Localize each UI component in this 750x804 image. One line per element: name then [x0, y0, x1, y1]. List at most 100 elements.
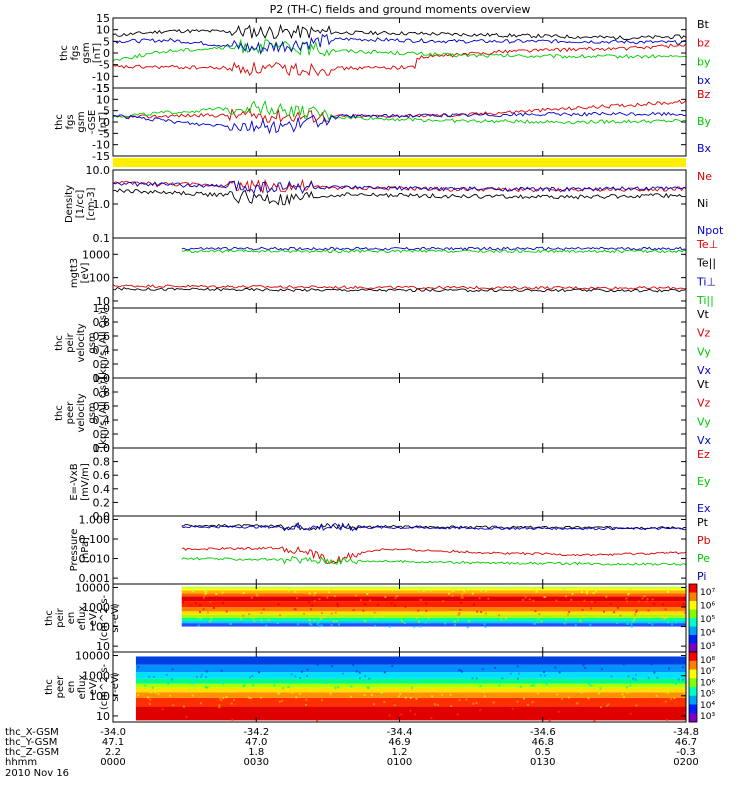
spectrogram-speckle [279, 614, 282, 617]
spectrogram-speckle [162, 658, 165, 661]
spectrogram-speckle [626, 622, 629, 625]
spectrogram-speckle [182, 705, 185, 708]
colorbar-segment [689, 626, 697, 636]
spectrogram-speckle [219, 697, 222, 700]
spectrogram-speckle [193, 680, 196, 683]
spectrogram-speckle [480, 610, 483, 613]
spectrogram-speckle [681, 678, 684, 681]
legend-label-te: Te|| [696, 257, 716, 270]
spectrogram-speckle [677, 678, 680, 681]
spectrogram-speckle [430, 717, 433, 720]
spectrogram-speckle [150, 691, 153, 694]
spectrogram-speckle [537, 618, 540, 621]
series-line-ti [181, 246, 687, 251]
spectrogram-speckle [557, 710, 560, 713]
panel-3: 10.0 1.0 0.1 Density [1/cc] [cm-3] Ne Ni Npot [64, 164, 724, 245]
spectrogram-speckle [149, 698, 152, 701]
spectrogram-speckle [305, 698, 308, 701]
spectrogram-speckle [344, 689, 347, 692]
colorbar-segment [689, 601, 697, 610]
spectrogram-speckle [386, 657, 389, 660]
y-axis-label: velocity [76, 323, 87, 362]
spectrogram-speckle [635, 610, 638, 613]
y-tick-label: 0.100 [79, 533, 111, 546]
spectrogram-speckle [316, 623, 319, 626]
spectrogram-speckle [242, 592, 245, 595]
spectrogram-speckle [648, 616, 651, 619]
legend-label-ex: Ex [697, 502, 711, 515]
spectrogram-speckle [419, 625, 422, 628]
spectrogram-speckle [294, 590, 297, 593]
spectrogram-speckle [413, 625, 416, 628]
colorbar-segment [689, 635, 697, 644]
spectrogram-speckle [627, 593, 630, 596]
spectrogram-speckle [310, 608, 313, 611]
spectrogram-speckle [420, 588, 423, 591]
y-tick-label: -10 [92, 70, 110, 83]
spectrogram-speckle [673, 696, 676, 699]
spectrogram-speckle [366, 686, 369, 689]
spectrogram-speckle [479, 709, 482, 712]
spectrogram-speckle [346, 657, 349, 660]
spectrogram-speckle [561, 697, 564, 700]
spectrogram-speckle [195, 675, 198, 678]
spectrogram-speckle [461, 596, 464, 599]
legend-label-bz: Bz [697, 88, 711, 101]
spectrogram-speckle [554, 666, 557, 669]
spectrogram-band [181, 620, 686, 624]
spectrogram-speckle [597, 615, 600, 618]
spectrogram-speckle [419, 599, 422, 602]
spectrogram-speckle [577, 680, 580, 683]
spectrogram-speckle [362, 609, 365, 612]
spectrogram-speckle [538, 613, 541, 616]
spectrogram-band [181, 611, 686, 615]
spectrogram-speckle [475, 677, 478, 680]
spectrogram-speckle [311, 604, 314, 607]
legend-label-ti: Ti⊥ [696, 275, 716, 288]
spectrogram-speckle [548, 719, 551, 722]
series-line-by [112, 38, 687, 62]
y-axis-label: thc [54, 114, 65, 130]
spectrogram-speckle [425, 609, 428, 612]
series-line-pe [181, 555, 687, 566]
y-axis-label: gsm [87, 332, 98, 353]
spectrogram-speckle [404, 696, 407, 699]
spectrogram-speckle [684, 691, 687, 694]
spectrogram-speckle [614, 681, 617, 684]
spectrogram-speckle [148, 675, 151, 678]
spectrogram-speckle [587, 697, 590, 700]
spectrogram-speckle [260, 612, 263, 615]
spectrogram-speckle [514, 659, 517, 662]
y-tick-label: 1000 [82, 670, 110, 683]
spectrogram-speckle [567, 613, 570, 616]
spectrogram-speckle [363, 618, 366, 621]
y-axis-label: sr-eV) [110, 672, 121, 701]
spectrogram-speckle [352, 609, 355, 612]
date-label: 2010 Nov 16 [5, 768, 69, 779]
spectrogram-speckle [610, 662, 613, 665]
spectrogram-speckle [667, 667, 670, 670]
spectrogram-speckle [536, 692, 539, 695]
spectrogram-speckle [582, 616, 585, 619]
spectrogram-speckle [298, 692, 301, 695]
spectrogram-speckle [205, 686, 208, 689]
spectrogram-speckle [634, 613, 637, 616]
spectrogram-speckle [276, 691, 279, 694]
spectrogram-speckle [621, 693, 624, 696]
spectrogram-speckle [306, 668, 309, 671]
spectrogram-speckle [535, 590, 538, 593]
series-line-pb [181, 545, 687, 565]
spectrogram-speckle [156, 689, 159, 692]
spectrogram-speckle [533, 622, 536, 625]
spectrogram-speckle [252, 684, 255, 687]
y-axis-label: gsm [87, 402, 98, 423]
spectrogram-speckle [287, 685, 290, 688]
spectrogram-speckle [459, 608, 462, 611]
x-axis-tick-value: 0000 [100, 757, 125, 768]
spectrogram-speckle [383, 701, 386, 704]
spectrogram-speckle [388, 625, 391, 628]
y-tick-label: 15 [96, 82, 110, 95]
spectrogram-band [181, 617, 686, 621]
y-axis-label: peir [65, 332, 76, 352]
spectrogram-speckle [555, 599, 558, 602]
